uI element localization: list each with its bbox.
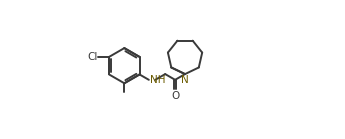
Text: N: N (181, 75, 189, 85)
Text: NH: NH (150, 75, 165, 85)
Text: O: O (171, 91, 179, 101)
Text: Cl: Cl (87, 52, 98, 62)
